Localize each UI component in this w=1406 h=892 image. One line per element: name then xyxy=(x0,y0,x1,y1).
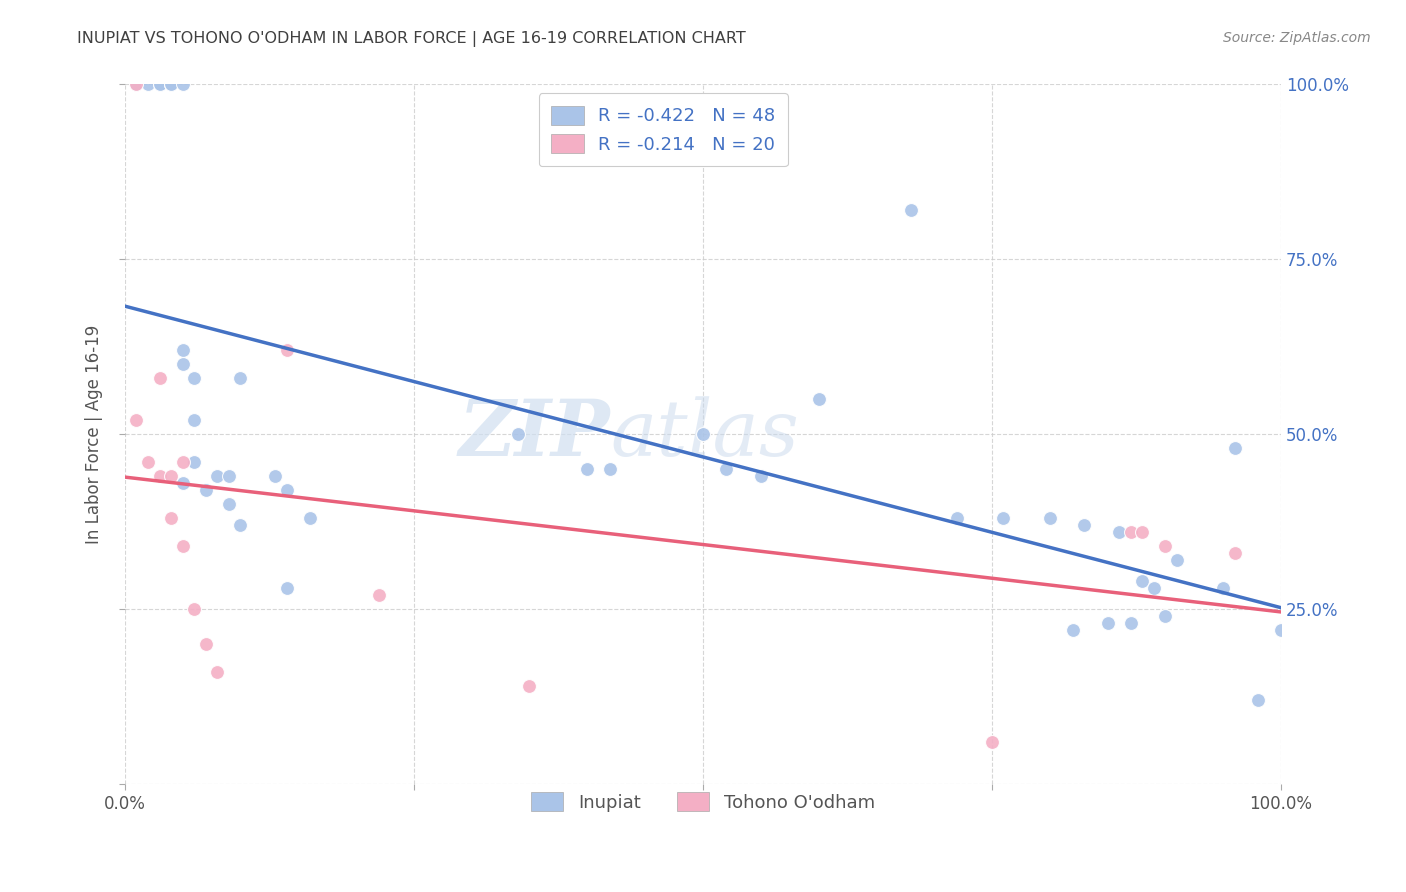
Point xyxy=(1130,574,1153,589)
Point xyxy=(980,735,1002,749)
Point xyxy=(183,413,205,427)
Point xyxy=(125,78,148,92)
Point xyxy=(148,371,170,385)
Point xyxy=(160,78,183,92)
Point xyxy=(172,78,194,92)
Point xyxy=(1154,609,1177,624)
Point xyxy=(519,680,541,694)
Text: atlas: atlas xyxy=(610,396,799,473)
Point xyxy=(276,483,298,498)
Point xyxy=(993,511,1015,525)
Point xyxy=(136,78,159,92)
Point xyxy=(125,78,148,92)
Point xyxy=(1108,525,1130,540)
Point xyxy=(172,476,194,491)
Point xyxy=(148,469,170,483)
Point xyxy=(506,427,529,442)
Point xyxy=(692,427,714,442)
Point xyxy=(714,462,737,476)
Point xyxy=(172,343,194,358)
Point xyxy=(1119,616,1142,631)
Text: ZIP: ZIP xyxy=(458,396,610,473)
Point xyxy=(229,371,252,385)
Point xyxy=(172,358,194,372)
Point xyxy=(218,469,240,483)
Point xyxy=(1062,624,1084,638)
Point xyxy=(183,602,205,616)
Point xyxy=(368,589,391,603)
Point xyxy=(160,469,183,483)
Point xyxy=(160,78,183,92)
Point xyxy=(1119,525,1142,540)
Point xyxy=(276,343,298,358)
Y-axis label: In Labor Force | Age 16-19: In Labor Force | Age 16-19 xyxy=(86,325,103,544)
Point xyxy=(264,469,287,483)
Point xyxy=(298,511,321,525)
Text: INUPIAT VS TOHONO O'ODHAM IN LABOR FORCE | AGE 16-19 CORRELATION CHART: INUPIAT VS TOHONO O'ODHAM IN LABOR FORCE… xyxy=(77,31,747,47)
Point xyxy=(1039,511,1062,525)
Point xyxy=(160,511,183,525)
Point xyxy=(136,455,159,469)
Point xyxy=(749,469,772,483)
Point xyxy=(946,511,969,525)
Point xyxy=(599,462,621,476)
Point xyxy=(172,540,194,554)
Point xyxy=(229,518,252,533)
Point xyxy=(148,78,170,92)
Point xyxy=(148,78,170,92)
Point xyxy=(194,637,217,651)
Point xyxy=(1073,518,1095,533)
Legend: Inupiat, Tohono O'odham: Inupiat, Tohono O'odham xyxy=(519,780,887,824)
Text: Source: ZipAtlas.com: Source: ZipAtlas.com xyxy=(1223,31,1371,45)
Point xyxy=(900,203,922,218)
Point xyxy=(1143,582,1166,596)
Point xyxy=(125,413,148,427)
Point xyxy=(1223,442,1246,456)
Point xyxy=(172,455,194,469)
Point xyxy=(183,371,205,385)
Point xyxy=(194,483,217,498)
Point xyxy=(218,498,240,512)
Point xyxy=(807,392,830,407)
Point xyxy=(160,78,183,92)
Point xyxy=(1166,553,1188,567)
Point xyxy=(1212,582,1234,596)
Point xyxy=(1223,546,1246,560)
Point xyxy=(1154,540,1177,554)
Point xyxy=(183,455,205,469)
Point xyxy=(207,665,229,680)
Point xyxy=(1130,525,1153,540)
Point xyxy=(1247,693,1270,707)
Point xyxy=(1097,616,1119,631)
Point xyxy=(276,582,298,596)
Point xyxy=(576,462,599,476)
Point xyxy=(1270,624,1292,638)
Point xyxy=(207,469,229,483)
